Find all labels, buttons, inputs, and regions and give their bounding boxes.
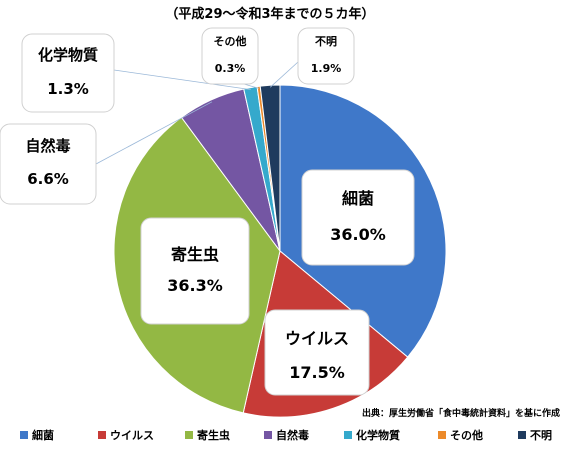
legend-label-chemical: 化学物質	[356, 428, 400, 442]
legend-item-unknown: 不明	[518, 429, 552, 442]
slice-label-value-unknown: 1.9%	[311, 62, 342, 75]
slice-label-name-parasite: 寄生虫	[171, 245, 219, 264]
legend-item-virus: ウイルス	[98, 429, 154, 442]
slice-label-box-parasite	[140, 217, 250, 325]
slice-label-box-bacteria	[301, 169, 415, 266]
slice-label-box-natural	[0, 123, 97, 205]
slice-label-other: その他 0.3%	[201, 27, 259, 85]
slice-label-chemical: 化学物質 1.3%	[21, 33, 115, 113]
legend-item-natural: 自然毒	[264, 428, 309, 442]
legend-label-other: その他	[450, 428, 483, 442]
legend-swatch-chemical	[344, 431, 352, 439]
legend-swatch-unknown	[518, 431, 526, 439]
legend-label-unknown: 不明	[530, 429, 552, 442]
slice-label-value-chemical: 1.3%	[47, 80, 89, 98]
legend-label-virus: ウイルス	[110, 429, 154, 442]
slice-label-name-bacteria: 細菌	[342, 189, 374, 208]
legend: 細菌 ウイルス 寄生虫 自然毒 化学物質 その他 不明	[20, 428, 552, 442]
leader-lines	[95, 61, 299, 165]
slice-label-box-chemical	[21, 33, 115, 113]
legend-item-bacteria: 細菌	[20, 428, 54, 442]
leader-line-other	[243, 83, 260, 89]
slice-label-value-natural: 6.6%	[27, 170, 69, 188]
chart-title: （平成29～令和3年までの５カ年）	[165, 6, 374, 22]
legend-label-natural: 自然毒	[276, 428, 309, 442]
slice-label-parasite: 寄生虫 36.3%	[140, 217, 250, 325]
slice-label-value-other: 0.3%	[215, 62, 246, 75]
legend-swatch-virus	[98, 431, 106, 439]
slice-label-name-chemical: 化学物質	[38, 46, 98, 64]
legend-swatch-bacteria	[20, 431, 28, 439]
slice-label-box-virus	[264, 309, 370, 396]
slice-label-box-other	[201, 27, 259, 85]
slice-label-name-natural: 自然毒	[25, 137, 70, 155]
slice-label-natural: 自然毒 6.6%	[0, 123, 97, 205]
legend-swatch-parasite	[185, 431, 193, 439]
slice-label-value-parasite: 36.3%	[167, 276, 223, 295]
legend-label-bacteria: 細菌	[32, 428, 54, 442]
legend-item-parasite: 寄生虫	[185, 428, 230, 442]
legend-swatch-natural	[264, 431, 272, 439]
slice-label-name-unknown: 不明	[315, 35, 337, 48]
legend-swatch-other	[438, 431, 446, 439]
slice-label-value-virus: 17.5%	[289, 363, 345, 382]
slice-label-bacteria: 細菌 36.0%	[301, 169, 415, 266]
source-note: 出典：厚生労働省「食中毒統計資料」を基に作成	[362, 407, 560, 419]
legend-item-other: その他	[438, 428, 483, 442]
slice-labels: 細菌 36.0% ウイルス 17.5% 寄生虫 36.3% 自然毒 6.6% 化学物質 1.3% そ…	[0, 27, 415, 396]
slice-label-value-bacteria: 36.0%	[330, 225, 386, 244]
pie-slice-unknown	[259, 84, 281, 252]
slice-label-name-other: その他	[214, 34, 247, 48]
slice-label-virus: ウイルス 17.5%	[264, 309, 370, 396]
legend-item-chemical: 化学物質	[344, 428, 400, 442]
leader-line-natural	[95, 101, 213, 165]
leader-line-unknown	[269, 61, 299, 88]
leader-line-chemical	[113, 69, 251, 90]
legend-label-parasite: 寄生虫	[197, 428, 230, 442]
slice-label-name-virus: ウイルス	[285, 329, 349, 348]
slice-label-unknown: 不明 1.9%	[297, 27, 355, 85]
slice-label-box-unknown	[297, 27, 355, 85]
